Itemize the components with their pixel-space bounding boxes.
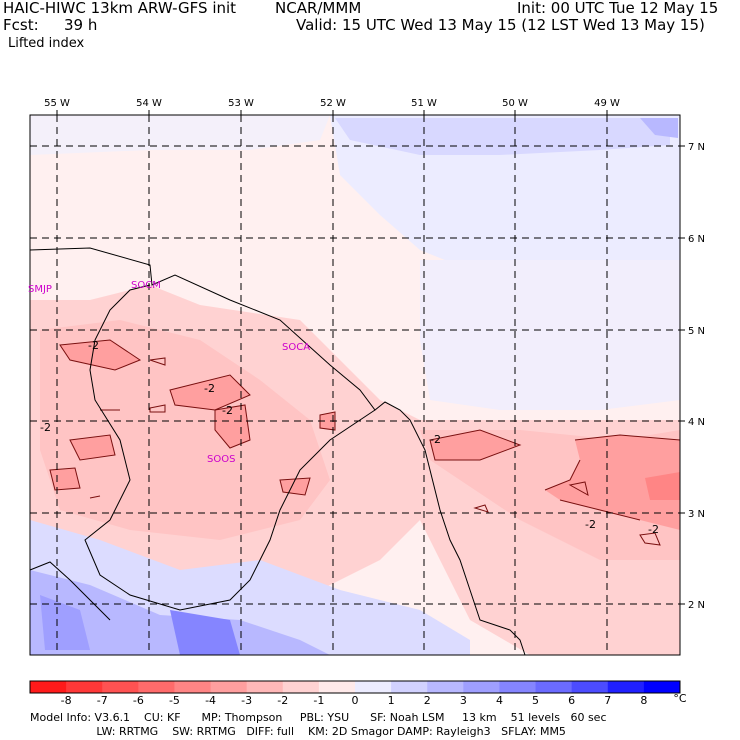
lat-label: 6 N <box>688 234 705 245</box>
colorbar-frame <box>29 680 681 694</box>
station-labels: SMJP SOCM SOCA SOOS <box>28 280 310 465</box>
colorbar-swatch <box>427 681 464 693</box>
model-title: HAIC-HIWC 13km ARW-GFS init <box>3 0 237 17</box>
colorbar-swatch <box>499 681 537 693</box>
lat-label: 4 N <box>688 417 705 428</box>
lon-labels: 55 W 54 W 53 W 52 W 51 W 50 W 49 W <box>44 98 620 109</box>
station-label: SMJP <box>28 284 52 295</box>
lon-label: 49 W <box>594 98 620 109</box>
colorbar-swatch <box>102 681 139 693</box>
contour-value-labels: -2 -2 -2 -2 -2 -2 -2 <box>40 339 659 536</box>
model-info-line1: Model Info: V3.6.1 CU: KF MP: Thompson P… <box>30 711 607 724</box>
colorbar-swatch <box>210 681 248 693</box>
lat-label: 7 N <box>688 142 705 153</box>
lon-label: 52 W <box>320 98 346 109</box>
colorbar-swatch <box>643 681 681 693</box>
contour-label: -2 <box>648 523 659 536</box>
colorbar-swatch <box>318 681 356 693</box>
lon-label: 55 W <box>44 98 70 109</box>
axis-ticks <box>56 110 685 605</box>
colorbar-swatch <box>571 681 609 693</box>
colorbar-swatch <box>391 681 428 693</box>
map-fill-layer <box>30 115 680 655</box>
field-name: Lifted index <box>8 36 85 51</box>
lat-label: 5 N <box>688 326 705 337</box>
fcst-label: Fcst: <box>3 16 39 34</box>
contour-label: -2 <box>88 339 99 352</box>
valid-time: Valid: 15 UTC Wed 13 May 15 (12 LST Wed … <box>296 16 705 34</box>
colorbar-tick-label: 5 <box>532 694 540 707</box>
lon-label: 53 W <box>228 98 254 109</box>
colorbar-swatch <box>30 681 67 693</box>
lon-label: 51 W <box>411 98 437 109</box>
colorbar-tick-label: -1 <box>313 694 325 707</box>
org-label: NCAR/MMM <box>275 0 362 17</box>
colorbar-swatch <box>282 681 320 693</box>
colorbar-swatch <box>174 681 212 693</box>
contour-lines <box>49 339 680 546</box>
colorbar-tick-label: 6 <box>568 694 576 707</box>
contour-label: -2 <box>204 382 215 395</box>
colorbar-tick-label: 4 <box>495 694 503 707</box>
colorbar-swatch <box>463 681 500 693</box>
colorbar-tick-label: -7 <box>96 694 108 707</box>
lat-label: 2 N <box>688 600 705 611</box>
contour-label: -2 <box>430 433 441 446</box>
colorbar-unit: °C <box>673 692 687 705</box>
station-label: SOOS <box>207 454 235 465</box>
colorbar-tick-label: 8 <box>640 694 648 707</box>
contour-label: -2 <box>222 404 233 417</box>
colorbar-tick-label: -6 <box>132 694 144 707</box>
station-label: SOCM <box>131 280 161 291</box>
colorbar <box>29 680 681 694</box>
colorbar-tick-label: 2 <box>423 694 431 707</box>
colorbar-tick-label: 0 <box>351 694 359 707</box>
lat-label: 3 N <box>688 509 705 520</box>
colorbar-swatch <box>535 681 573 693</box>
lat-lon-grid <box>30 115 680 655</box>
station-label: SOCA <box>282 342 310 353</box>
colorbar-tick-label: -4 <box>205 694 217 707</box>
colorbar-swatch <box>607 681 645 693</box>
colorbar-tick-label: -8 <box>60 694 72 707</box>
colorbar-tick-label: 1 <box>387 694 395 707</box>
colorbar-tick-label: -2 <box>277 694 289 707</box>
model-info-line2: LW: RRTMG SW: RRTMG DIFF: full KM: 2D Sm… <box>30 725 566 738</box>
contour-label: -2 <box>40 421 51 434</box>
colorbar-swatch <box>355 681 392 693</box>
coastline <box>29 247 526 656</box>
lon-label: 50 W <box>502 98 528 109</box>
lon-label: 54 W <box>136 98 162 109</box>
colorbar-swatch <box>246 681 284 693</box>
init-time: Init: 00 UTC Tue 12 May 15 <box>517 0 719 17</box>
fcst-value: 39 h <box>64 16 98 34</box>
colorbar-tick-label: -3 <box>241 694 253 707</box>
colorbar-tick-label: -5 <box>168 694 180 707</box>
colorbar-tick-label: 7 <box>604 694 612 707</box>
map-frame <box>29 114 681 656</box>
lat-labels: 7 N 6 N 5 N 4 N 3 N 2 N <box>688 142 705 611</box>
colorbar-tick-label: 3 <box>459 694 467 707</box>
contour-label: -2 <box>585 518 596 531</box>
colorbar-swatch <box>138 681 175 693</box>
colorbar-swatch <box>66 681 103 693</box>
